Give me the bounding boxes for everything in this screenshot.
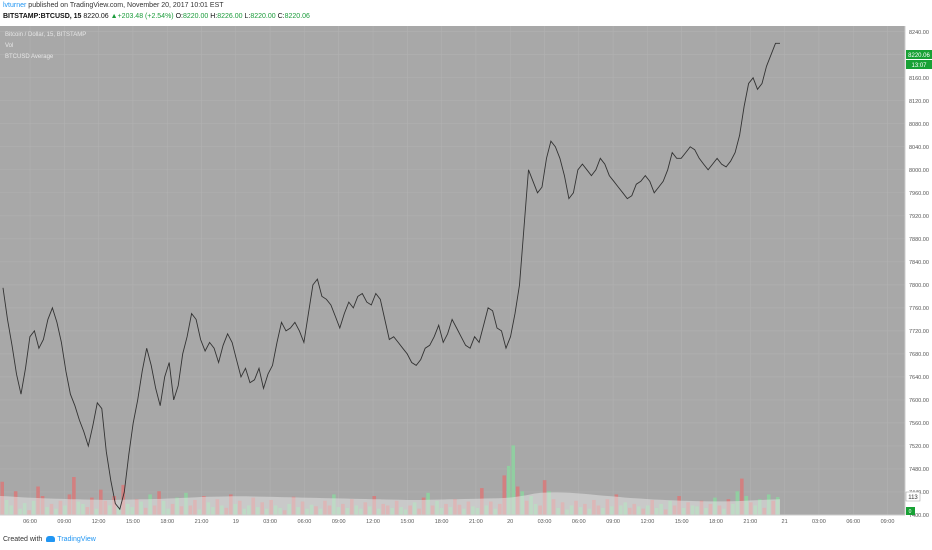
y-tick-label: 7960.00: [909, 191, 929, 197]
x-tick-label: 12:00: [641, 519, 655, 525]
bar-countdown: 13:07: [911, 63, 927, 69]
low-value: 8220.00: [250, 13, 276, 20]
published-text: published on TradingView.com, November 2…: [28, 2, 224, 9]
x-tick-label: 18:00: [709, 519, 723, 525]
x-tick-label: 09:00: [606, 519, 620, 525]
last-price-marker: 8220.06 13:07: [906, 50, 932, 69]
high-label: H:: [210, 13, 218, 20]
last-price-tag: 8220.06: [908, 53, 930, 59]
y-tick-label: 7640.00: [909, 375, 929, 381]
volume-bar: [740, 478, 744, 515]
low-label: L:: [244, 13, 251, 20]
close-value: 8220.06: [284, 13, 310, 20]
x-tick-label: 20: [507, 519, 513, 525]
symbol-info-bar: BITSTAMP:BTCUSD, 15 8220.06 ▲+203.48 (+2…: [3, 13, 310, 20]
y-tick-label: 7840.00: [909, 260, 929, 266]
y-tick-label: 7720.00: [909, 329, 929, 335]
legend-vol[interactable]: Vol: [5, 43, 14, 49]
x-tick-label: 21: [782, 519, 788, 525]
time-axis[interactable]: [0, 515, 905, 527]
legend-average[interactable]: BTCUSD Average: [5, 54, 54, 60]
y-tick-label: 7480.00: [909, 467, 929, 473]
x-tick-label: 03:00: [538, 519, 552, 525]
volume-value-tag: 113: [908, 495, 918, 501]
volume-bar: [502, 475, 507, 515]
x-tick-label: 09:00: [332, 519, 346, 525]
x-tick-label: 21:00: [195, 519, 209, 525]
last-price-box: [906, 50, 932, 59]
price-chart[interactable]: 8240.008200.008160.008120.008080.008040.…: [0, 26, 932, 538]
x-tick-label: 03:00: [263, 519, 277, 525]
y-tick-label: 7760.00: [909, 306, 929, 312]
open-label: O:: [175, 13, 183, 20]
up-arrow-icon: ▲: [110, 13, 118, 20]
plot-background: [0, 26, 905, 515]
volume-box: [905, 491, 921, 502]
author-link[interactable]: lvturner: [3, 2, 27, 9]
x-tick-label: 09:00: [881, 519, 895, 525]
volume-bar: [506, 465, 511, 515]
legend-title[interactable]: Bitcoin / Dollar, 15, BITSTAMP: [5, 32, 87, 38]
x-tick-label: 15:00: [400, 519, 414, 525]
symbol-name: BITSTAMP:BTCUSD, 15: [3, 13, 82, 20]
y-tick-label: 7520.00: [909, 444, 929, 450]
x-tick-label: 15:00: [126, 519, 140, 525]
price-axis[interactable]: [905, 26, 932, 538]
tradingview-brand-link[interactable]: TradingView: [57, 536, 96, 543]
y-tick-label: 7680.00: [909, 352, 929, 358]
x-tick-label: 03:00: [812, 519, 826, 525]
x-tick-label: 18:00: [435, 519, 449, 525]
high-value: 8226.00: [217, 13, 243, 20]
y-tick-label: 8120.00: [909, 99, 929, 105]
price-axis-ticks: 8240.008200.008160.008120.008080.008040.…: [909, 30, 929, 519]
x-tick-label: 19: [233, 519, 239, 525]
last-price: 8220.06: [83, 13, 109, 20]
volume-bar: [72, 477, 76, 515]
y-tick-label: 8160.00: [909, 76, 929, 82]
y-tick-label: 8040.00: [909, 145, 929, 151]
volume-average-area: [0, 492, 780, 515]
created-with-text: Created with: [3, 536, 43, 543]
y-tick-label: 8080.00: [909, 122, 929, 128]
x-tick-label: 21:00: [743, 519, 757, 525]
publish-info: lvturner published on TradingView.com, N…: [3, 2, 224, 9]
time-axis-ticks: 06:00 09:00 12:00 15:00 18:00 21:00 19 03:00 06:…: [23, 519, 894, 525]
chart-pane[interactable]: 8240.008200.008160.008120.008080.008040.…: [0, 26, 932, 538]
x-tick-label: 06:00: [23, 519, 37, 525]
tradingview-logo-icon: [46, 536, 56, 543]
x-tick-label: 15:00: [675, 519, 689, 525]
y-tick-label: 7400.00: [909, 513, 929, 519]
volume-last-box: [906, 507, 915, 515]
y-tick-label: 7560.00: [909, 421, 929, 427]
open-value: 8220.00: [182, 13, 209, 20]
price-line: [2, 42, 780, 511]
countdown-box: [906, 60, 932, 69]
x-tick-label: 12:00: [366, 519, 380, 525]
x-tick-label: 06:00: [572, 519, 586, 525]
y-tick-label: 7880.00: [909, 237, 929, 243]
x-tick-label: 09:00: [57, 519, 71, 525]
x-tick-label: 21:00: [469, 519, 483, 525]
volume-last-tag: 0: [909, 509, 912, 515]
x-tick-label: 18:00: [160, 519, 174, 525]
footer: Created with TradingView: [3, 536, 96, 543]
x-tick-label: 06:00: [846, 519, 860, 525]
y-tick-label: 8000.00: [909, 168, 929, 174]
y-tick-label: 7920.00: [909, 214, 929, 220]
x-tick-label: 06:00: [298, 519, 312, 525]
y-tick-label: 8240.00: [909, 30, 929, 36]
y-tick-label: 7600.00: [909, 398, 929, 404]
close-label: C:: [277, 13, 285, 20]
price-change: +203.48 (+2.54%): [117, 13, 174, 20]
volume-bar: [511, 445, 516, 515]
y-tick-label: 7800.00: [909, 283, 929, 289]
volume-marker: 113 0: [905, 491, 921, 515]
grid-lines: [0, 26, 905, 516]
x-tick-label: 12:00: [92, 519, 106, 525]
